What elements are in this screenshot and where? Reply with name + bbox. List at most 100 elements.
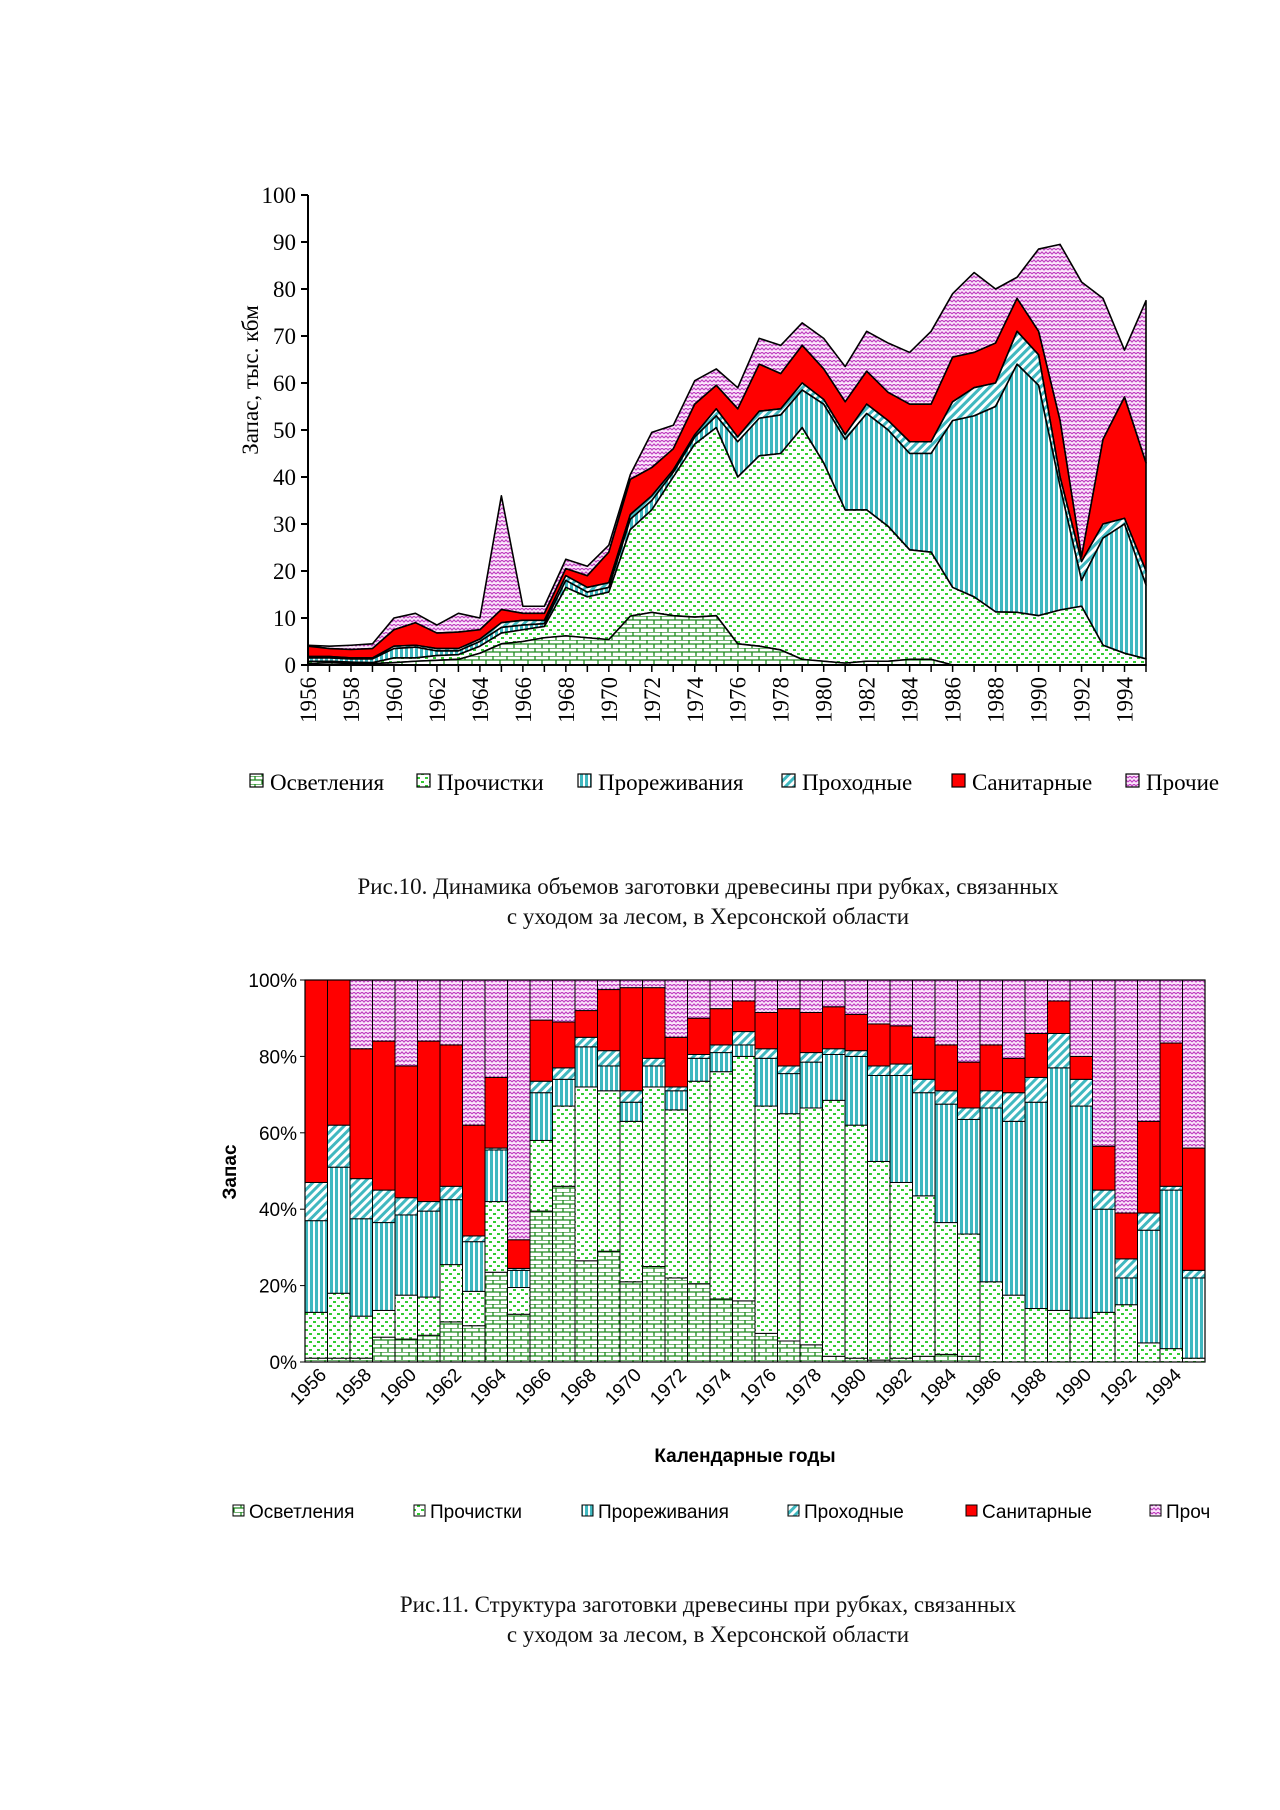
x-tick-label: 1974	[691, 1364, 736, 1409]
bar-1991-series-прочистки	[1092, 1311, 1116, 1363]
legend-label-series-прореживания: Прореживания	[598, 770, 744, 795]
bar-1988-series-прочистки	[1024, 1308, 1048, 1363]
y-tick-label: 0%	[270, 1353, 298, 1374]
x-tick-label: 1960	[382, 677, 407, 723]
bar-1982-series-проходные	[889, 1063, 913, 1077]
bar-1957-series-санитарные	[327, 979, 351, 1126]
x-tick-label: 1982	[871, 1365, 916, 1410]
bar-1979-series-проходные	[822, 1048, 846, 1055]
bar-1956-series-проходные	[304, 1181, 328, 1222]
x-tick-label: 1968	[556, 1365, 601, 1410]
legend-label-series-осветления: Осветления	[249, 1502, 354, 1523]
bar-1970-series-прореживания	[619, 1101, 643, 1122]
y-tick-label: 20%	[259, 1277, 297, 1298]
bar-1986-series-проч	[979, 979, 1003, 1046]
bar-1987-series-проч	[1002, 979, 1026, 1059]
bar-1975-series-проч	[732, 979, 756, 1002]
legend-swatch-series-проч	[1149, 1504, 1162, 1517]
bar-1992-series-прореживания	[1114, 1277, 1138, 1306]
legend-swatch-series-прореживания	[581, 1504, 594, 1517]
bar-1993-series-проходные	[1137, 1212, 1161, 1231]
x-tick-label: 1960	[376, 1365, 421, 1410]
legend-label-series-проходные: Проходные	[802, 770, 912, 795]
bar-1968-series-осветления	[574, 1260, 598, 1363]
bar-1971-series-осветления	[642, 1266, 666, 1363]
bar-1962-series-проч	[439, 979, 463, 1046]
bar-1959-series-санитарные	[372, 1040, 396, 1191]
bar-1962-series-осветления	[439, 1321, 463, 1363]
x-tick-label: 1984	[916, 1364, 961, 1409]
y-tick-label: 50	[273, 418, 296, 443]
bar-1993-series-проч	[1137, 979, 1161, 1122]
x-tick-label: 1986	[941, 677, 966, 723]
bar-1965-series-санитарные	[507, 1239, 531, 1269]
bar-1986-series-прореживания	[979, 1107, 1003, 1283]
bar-1966-series-осветления	[529, 1210, 553, 1363]
bar-1988-series-проч	[1024, 979, 1048, 1034]
bar-1993-series-прочистки	[1137, 1342, 1161, 1363]
legend-label-series-санитарные: Санитарные	[982, 1502, 1092, 1523]
x-tick-label: 1976	[736, 1365, 781, 1410]
bar-1969-series-проч	[597, 979, 621, 991]
bar-1976-series-прореживания	[754, 1057, 778, 1107]
bar-1967-series-осветления	[552, 1185, 576, 1363]
bar-1990-series-прореживания	[1069, 1105, 1093, 1319]
bar-1983-series-прореживания	[912, 1092, 936, 1197]
bar-1989-series-прореживания	[1047, 1067, 1071, 1311]
bar-1962-series-прочистки	[439, 1264, 463, 1323]
bar-1974-series-осветления	[709, 1298, 733, 1363]
bar-1962-series-прореживания	[439, 1199, 463, 1266]
bar-1959-series-проч	[372, 979, 396, 1042]
y-tick-label: 80	[273, 277, 296, 302]
bar-1984-series-проч	[934, 979, 958, 1046]
bar-1966-series-прореживания	[529, 1092, 553, 1141]
x-tick-label: 1972	[646, 1365, 691, 1410]
bar-1993-series-прореживания	[1137, 1229, 1161, 1344]
x-tick-label: 1962	[421, 1365, 466, 1410]
bar-1964-series-осветления	[484, 1271, 508, 1363]
bar-1968-series-прореживания	[574, 1046, 598, 1088]
bar-1974-series-проч	[709, 979, 733, 1010]
bar-1972-series-проч	[664, 979, 688, 1038]
bar-1992-series-проч	[1114, 979, 1138, 1214]
bar-1987-series-проходные	[1002, 1092, 1026, 1122]
bar-1977-series-прочистки	[777, 1113, 801, 1342]
figure-11-caption-line-1: Рис.11. Структура заготовки древесины пр…	[399, 1592, 1017, 1617]
x-tick-label: 1964	[466, 1364, 511, 1409]
legend-label-series-прочистки: Прочистки	[430, 1502, 522, 1523]
x-tick-label: 1990	[1051, 1365, 1096, 1410]
bar-1960-series-санитарные	[394, 1065, 418, 1199]
x-tick-label: 1956	[296, 677, 321, 723]
legend-label-series-проходные: Проходные	[804, 1502, 904, 1523]
bar-1960-series-прореживания	[394, 1214, 418, 1296]
bar-1976-series-осветления	[754, 1332, 778, 1363]
x-tick-label: 1986	[961, 1365, 1006, 1410]
bar-1985-series-осветления	[957, 1355, 981, 1363]
bar-1975-series-прореживания	[732, 1044, 756, 1057]
bar-1990-series-прочистки	[1069, 1317, 1093, 1363]
bar-1968-series-проч	[574, 979, 598, 1012]
bar-1971-series-санитарные	[642, 987, 666, 1059]
bar-1957-series-прореживания	[327, 1166, 351, 1294]
bar-1971-series-прочистки	[642, 1086, 666, 1267]
bar-1956-series-санитарные	[304, 979, 328, 1183]
legend-swatch-series-осветления	[249, 773, 264, 788]
bar-1964-series-прочистки	[484, 1201, 508, 1273]
bar-1976-series-прочистки	[754, 1105, 778, 1334]
bar-1980-series-санитарные	[844, 1013, 868, 1052]
bar-1973-series-прореживания	[687, 1057, 711, 1082]
bar-1959-series-прочистки	[372, 1309, 396, 1338]
bar-1965-series-проч	[507, 979, 531, 1241]
legend-swatch-series-санитарные	[951, 773, 966, 788]
bar-1972-series-прочистки	[664, 1109, 688, 1279]
bar-1977-series-проч	[777, 979, 801, 1010]
bar-1973-series-проходные	[687, 1053, 711, 1059]
bar-1961-series-проч	[417, 979, 441, 1042]
bar-1972-series-санитарные	[664, 1036, 688, 1088]
bar-1958-series-прореживания	[349, 1218, 373, 1317]
x-axis-title: Календарные годы	[654, 1446, 835, 1467]
legend-label-series-прочистки: Прочистки	[437, 770, 544, 795]
y-tick-label: 40	[273, 465, 296, 490]
bar-1971-series-прореживания	[642, 1065, 666, 1088]
bar-1985-series-санитарные	[957, 1061, 981, 1109]
